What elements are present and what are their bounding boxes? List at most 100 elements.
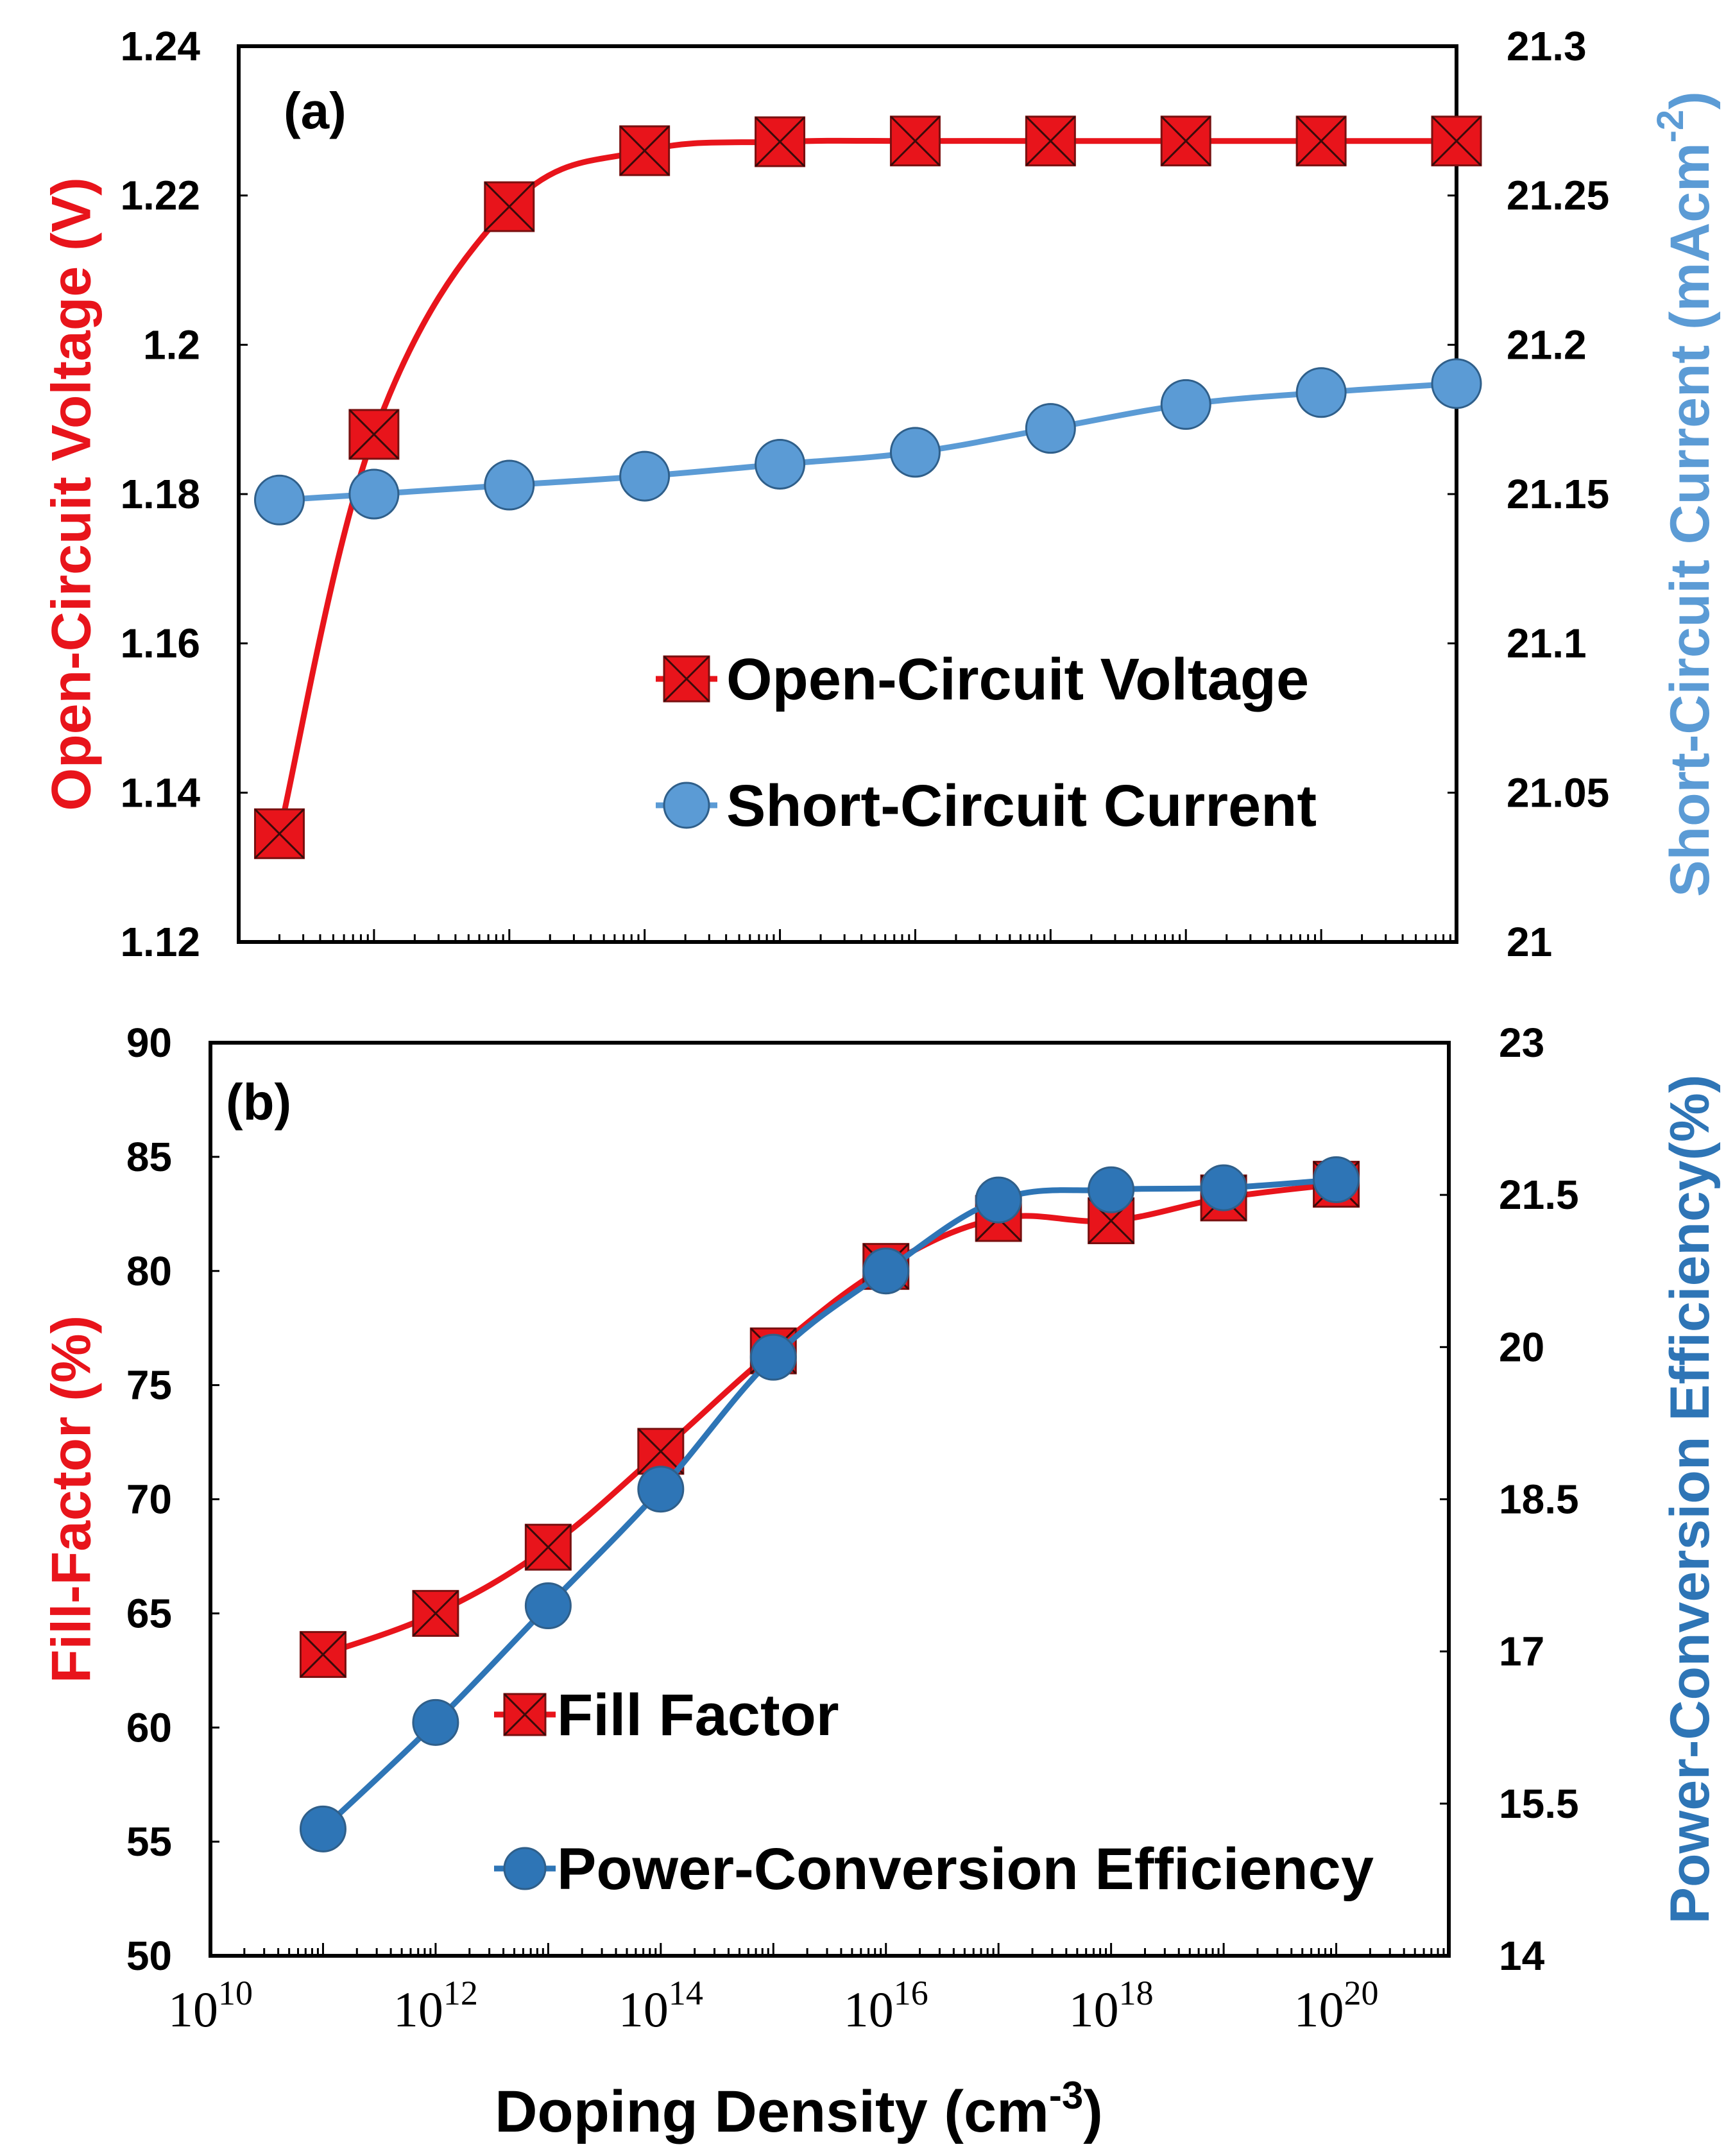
- y-left-tick-label: 60: [126, 1704, 172, 1750]
- data-point: [1200, 1164, 1247, 1211]
- data-point: [1295, 116, 1347, 167]
- series-open-circuit-voltage: [253, 116, 1482, 859]
- data-point: [299, 1805, 346, 1852]
- data-point: [1160, 379, 1211, 430]
- data-point-cross: [412, 1590, 459, 1637]
- legend-marker-cross: [663, 655, 710, 703]
- y-right-tick-label: 21.05: [1507, 769, 1609, 816]
- series-power-conversion-efficiency: [299, 1156, 1360, 1852]
- y-right-tick-label: 21.3: [1507, 23, 1587, 69]
- legend-label: Open-Circuit Voltage: [726, 647, 1309, 712]
- x-axis-title-prefix: Doping Density (cm: [495, 2079, 1049, 2144]
- data-point: [484, 181, 535, 232]
- data-point: [348, 409, 400, 460]
- y-right-tick-label: 20: [1499, 1324, 1544, 1370]
- data-point-cross: [1161, 116, 1211, 166]
- legend-entry: Fill Factor: [494, 1682, 839, 1748]
- data-point: [348, 468, 400, 520]
- panel-a-chart: 1.12 1.14 1.16 1.18 1.2 1.22 1.24 21 21.05 21.1 21…: [41, 23, 1721, 965]
- y-right-title: Short-Circuit Current (mAcm-2): [1650, 91, 1720, 897]
- panel-label-b: (b): [226, 1074, 291, 1131]
- y-left-tick-label: 55: [126, 1818, 172, 1865]
- x-tick-base: 10: [393, 1981, 443, 2037]
- y-left-tick-label: 1.24: [120, 23, 200, 69]
- legend-entry: Short-Circuit Current: [656, 773, 1317, 839]
- legend-entry: Power-Conversion Efficiency: [494, 1836, 1374, 1902]
- x-tick-label: 1014: [619, 1974, 703, 2037]
- data-point: [637, 1466, 685, 1513]
- x-ticks-b: [209, 1943, 1445, 1956]
- legend-marker: [663, 655, 710, 703]
- y-left-tick-label: 1.22: [120, 173, 200, 219]
- x-tick-exponent: 18: [1119, 1974, 1154, 2012]
- x-tick-base: 10: [1294, 1981, 1344, 2037]
- legend-marker-cross: [503, 1693, 547, 1736]
- y-left-title: Open-Circuit Voltage (V): [41, 177, 103, 810]
- panel-label-a: (a): [284, 82, 346, 139]
- data-point-cross: [300, 1631, 346, 1678]
- legend-label: Fill Factor: [557, 1682, 839, 1748]
- y-right-tick-label: 21.1: [1507, 620, 1587, 667]
- data-point: [975, 1176, 1022, 1224]
- y-left-tick-label: 70: [126, 1476, 172, 1523]
- x-tick-exponent: 16: [894, 1974, 928, 2012]
- y-left-tick-label: 1.14: [120, 769, 200, 816]
- x-tick-label: 1010: [168, 1974, 253, 2037]
- series-fill-factor: [299, 1161, 1360, 1678]
- x-tick-label: 1012: [393, 1974, 478, 2037]
- data-point: [1313, 1156, 1360, 1203]
- data-point: [1088, 1166, 1135, 1213]
- x-tick-exponent: 10: [218, 1974, 253, 2012]
- series-line: [321, 1176, 1337, 1831]
- legend-marker: [663, 782, 710, 829]
- y-right-title-suffix: ): [1659, 91, 1721, 110]
- x-tick-base: 10: [619, 1981, 669, 2037]
- data-point: [889, 427, 941, 478]
- legend-marker: [503, 1847, 547, 1890]
- y-right-tick-label: 21.2: [1507, 321, 1587, 368]
- x-axis-title: Doping Density (cm-3): [495, 2074, 1103, 2144]
- y-right-tick-label: 15.5: [1499, 1781, 1579, 1827]
- data-point-cross: [1296, 116, 1347, 166]
- x-ticks-a: [237, 929, 1451, 942]
- x-tick-base: 10: [168, 1981, 218, 2037]
- data-point-cross: [348, 409, 399, 459]
- y-right-tick-label: 21.5: [1499, 1172, 1579, 1218]
- data-point: [253, 474, 305, 526]
- data-point: [1025, 116, 1076, 167]
- y-right-title-text: Short-Circuit Current (mAcm: [1659, 142, 1721, 896]
- data-point: [619, 125, 671, 176]
- data-point-cross: [755, 116, 805, 167]
- x-tick-label: 1016: [844, 1974, 928, 2037]
- data-point-cross: [637, 1428, 684, 1475]
- x-tick-exponent: 14: [669, 1974, 703, 2012]
- data-point: [749, 1333, 797, 1381]
- y-left-tick-label: 1.2: [143, 321, 200, 368]
- data-point: [619, 450, 671, 502]
- y-left-title: Fill-Factor (%): [41, 1315, 103, 1683]
- data-point: [1295, 367, 1347, 418]
- data-point: [253, 808, 305, 859]
- data-point: [524, 1582, 572, 1630]
- x-tick-base: 10: [844, 1981, 894, 2037]
- data-point: [1431, 116, 1482, 167]
- legend-label: Power-Conversion Efficiency: [557, 1836, 1374, 1902]
- legend-label: Short-Circuit Current: [726, 773, 1317, 839]
- data-point-cross: [254, 809, 305, 859]
- y-left-tick-label: 65: [126, 1590, 172, 1636]
- series-short-circuit-current: [253, 358, 1482, 526]
- data-point: [412, 1698, 459, 1746]
- legend-marker: [503, 1693, 547, 1736]
- x-axis-title-suffix: ): [1083, 2079, 1103, 2144]
- data-point: [1431, 358, 1482, 409]
- data-point-cross: [890, 116, 941, 166]
- series-line: [279, 381, 1457, 503]
- panel-b-chart: 1010 1012 1014 1016 1018 10205055606570758085…: [41, 1020, 1721, 2037]
- y-left-tick-label: 1.12: [120, 919, 200, 965]
- y-left-tick-label: 75: [126, 1362, 172, 1408]
- y-left-tick-label: 50: [126, 1933, 172, 1979]
- y-right-title-exponent: -2: [1650, 110, 1691, 143]
- data-point-cross: [619, 125, 670, 176]
- y-left-tick-label: 80: [126, 1248, 172, 1294]
